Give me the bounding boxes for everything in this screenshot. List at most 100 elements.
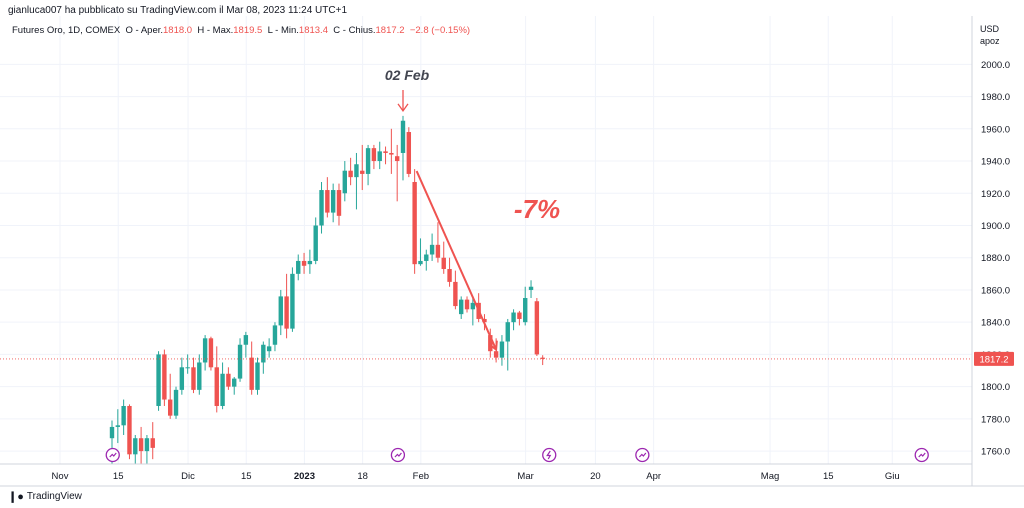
candle: [534, 298, 540, 357]
candle: [400, 115, 406, 181]
candle: [301, 252, 307, 274]
candle-body: [377, 151, 382, 162]
axes: 1760.01780.01800.01820.01840.01860.01880…: [0, 16, 1024, 487]
candle: [150, 422, 155, 460]
candle: [214, 346, 219, 413]
candle: [354, 152, 359, 210]
candle-body: [278, 296, 283, 326]
y-tick-label: 1860.0: [981, 285, 1010, 296]
economic-event-icon[interactable]: [105, 447, 120, 463]
x-tick-label: 15: [113, 471, 124, 482]
y-tick-label: 1780.0: [981, 414, 1010, 425]
flash-event-icon[interactable]: [542, 447, 557, 463]
legend-open: 1818.0: [163, 25, 193, 36]
candle-body: [156, 354, 161, 406]
peak-arrow-head: [397, 103, 409, 113]
candle: [179, 357, 185, 395]
candle: [319, 181, 324, 234]
candle: [127, 404, 132, 460]
drop-trend-line: [415, 170, 498, 350]
candle-body: [459, 299, 464, 315]
candle: [418, 238, 423, 266]
candle-body: [517, 312, 522, 319]
candle: [523, 286, 528, 326]
candle: [249, 341, 254, 395]
candle-body: [266, 346, 272, 352]
candle-body: [441, 257, 446, 270]
candle-body: [150, 438, 155, 448]
candle: [168, 373, 173, 419]
candle: [441, 241, 446, 274]
candle: [272, 322, 278, 352]
legend-open-label: O - Aper.: [125, 25, 164, 36]
candle-body: [470, 302, 476, 310]
candle-body: [133, 438, 138, 455]
candle-body: [179, 367, 185, 390]
candle: [144, 434, 150, 464]
economic-event-icon[interactable]: [390, 447, 406, 463]
candle-body: [220, 373, 225, 406]
candle-body: [464, 299, 470, 310]
candle-body: [296, 260, 301, 274]
candle-body: [284, 296, 289, 329]
candle-body: [493, 351, 499, 358]
x-tick-label: Mar: [517, 471, 533, 482]
y-tick-label: 1760.0: [981, 447, 1010, 458]
candle: [243, 331, 249, 358]
candle: [296, 254, 301, 281]
brand-footer[interactable]: ❙● TradingView: [8, 490, 82, 503]
legend-high-label: H - Max.: [197, 25, 234, 36]
candle: [371, 144, 377, 170]
candle: [202, 335, 208, 371]
candle-body: [360, 170, 365, 174]
candle: [278, 289, 283, 336]
candle: [156, 351, 161, 411]
candle: [528, 280, 534, 299]
candle: [383, 146, 388, 165]
candle-body: [127, 405, 132, 455]
candle-body: [435, 244, 441, 258]
candle: [511, 309, 516, 331]
event-glyph: [918, 452, 926, 458]
candle-body: [453, 281, 458, 307]
candle: [325, 177, 330, 218]
drop-trend-arrowhead: [488, 340, 498, 352]
candle-body: [406, 132, 412, 174]
candle: [266, 338, 272, 358]
candle-body: [144, 438, 150, 452]
candle: [470, 296, 476, 326]
candle-body: [429, 244, 435, 255]
candle: [121, 399, 126, 435]
y-tick-label: 1840.0: [981, 318, 1010, 329]
economic-event-icon[interactable]: [635, 447, 650, 463]
candle-body: [307, 260, 313, 265]
candle-body: [394, 156, 400, 162]
legend-low: 1813.4: [298, 25, 328, 36]
candle: [342, 161, 347, 202]
unit-label: apoz: [980, 36, 1000, 46]
candle-body: [232, 378, 237, 387]
candle-body: [173, 389, 179, 416]
x-tick-label: 20: [590, 471, 601, 482]
event-glyph: [109, 452, 117, 458]
candle: [290, 267, 295, 332]
candle-body: [272, 325, 278, 345]
candle-body: [511, 312, 516, 323]
candle-body: [540, 357, 545, 359]
candle-body: [138, 438, 144, 452]
x-tick-label: 18: [357, 471, 368, 482]
candle: [185, 354, 190, 374]
candle: [261, 341, 266, 374]
candle-body: [191, 367, 196, 390]
candle-body: [249, 357, 254, 390]
candle-body: [168, 399, 173, 416]
candle-body: [313, 225, 318, 261]
economic-event-icon[interactable]: [914, 447, 929, 463]
candle: [220, 362, 225, 410]
candle: [336, 183, 342, 226]
candle: [459, 296, 464, 319]
currency-label: USD: [980, 24, 1000, 34]
candle-body: [336, 190, 342, 216]
price-badge-label: 1817.2: [979, 354, 1008, 365]
